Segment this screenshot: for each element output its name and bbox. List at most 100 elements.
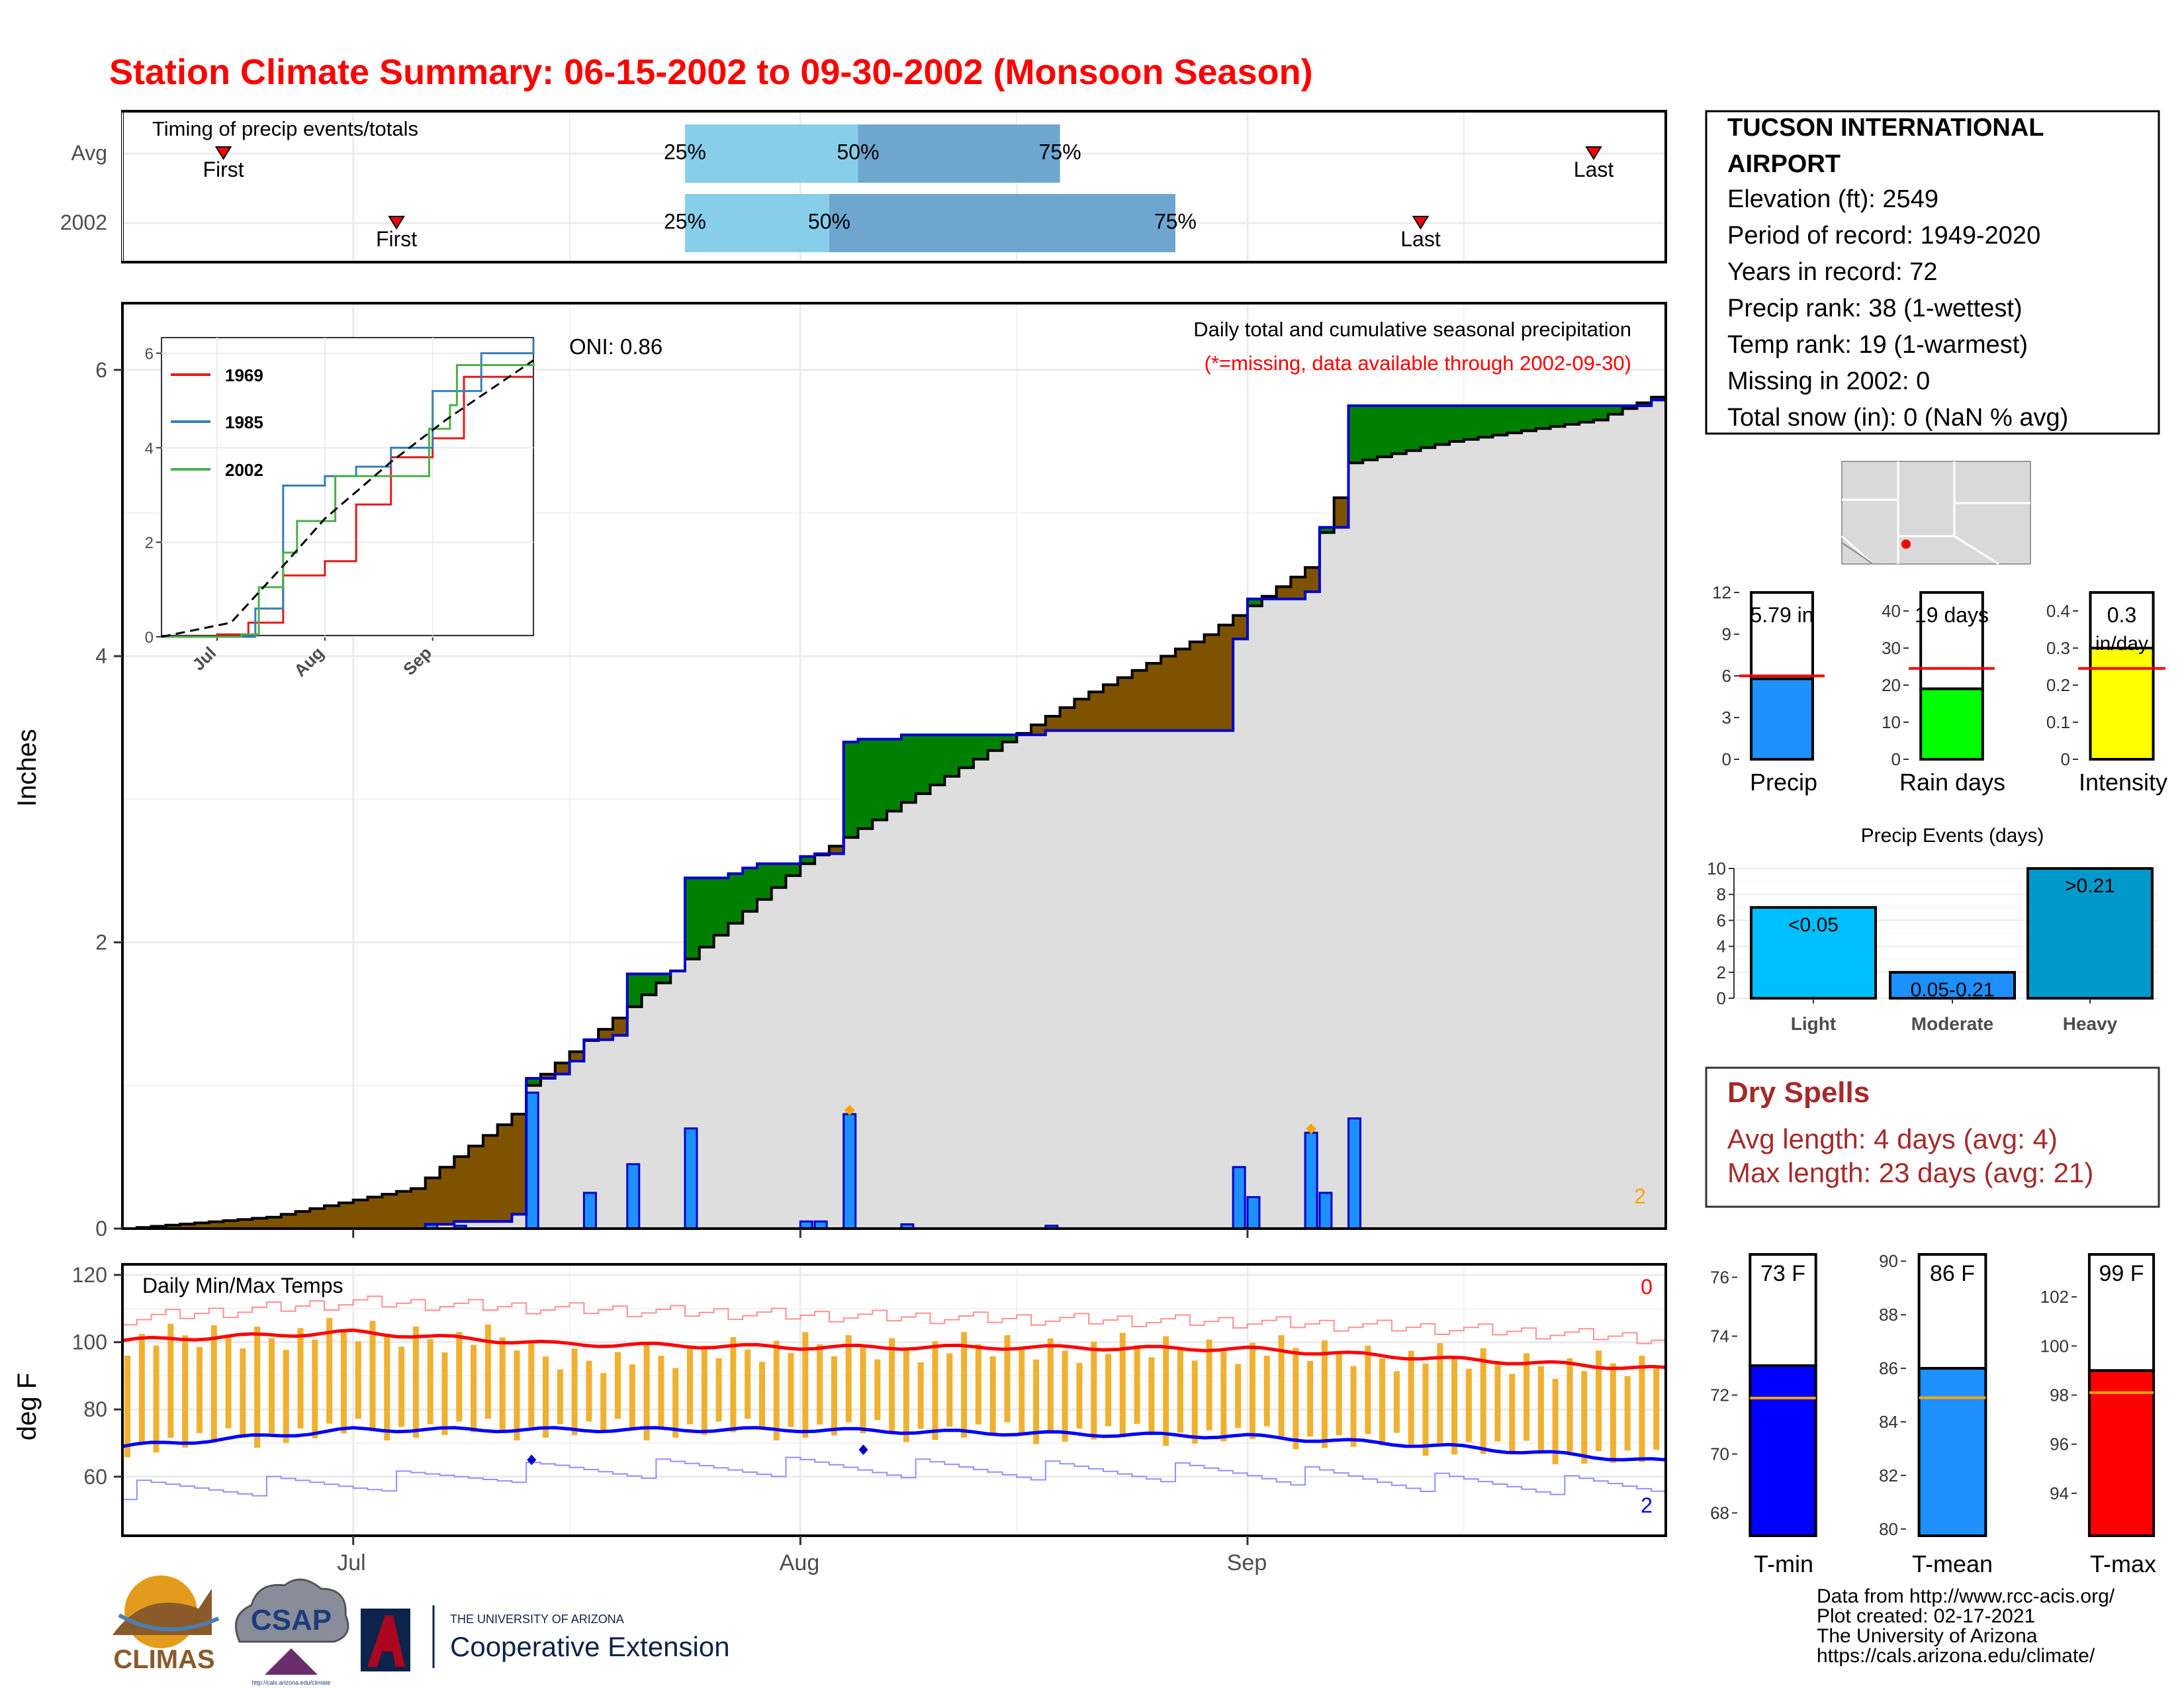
timing-p75-label: 75% (1154, 209, 1197, 233)
inset-frame (161, 337, 534, 636)
events-ytick-label: 4 (1717, 937, 1726, 957)
month-label-jul: Jul (337, 1550, 365, 1575)
daily-temp-bar (1494, 1361, 1501, 1442)
daily-temp-bar (831, 1356, 837, 1436)
daily-temp-bar (1610, 1363, 1616, 1463)
dry-spells-box: Dry Spells Avg length: 4 days (avg: 4) M… (1705, 1066, 2160, 1208)
daily-temp-bar (745, 1349, 751, 1419)
timing-last-label: Last (1400, 227, 1441, 251)
daily-temp-bar (1422, 1363, 1429, 1456)
daily-temp-bar (1624, 1376, 1631, 1451)
events-bar-heavy (2026, 867, 2154, 1000)
inset-ytick-label: 4 (145, 440, 154, 457)
daily-temp-bar (1509, 1374, 1516, 1454)
daily-temp-bar (975, 1344, 981, 1425)
daily-temp-bar (658, 1355, 664, 1427)
daily-temp-bar (1365, 1345, 1371, 1434)
daily-temp-bar (1480, 1348, 1486, 1454)
daily-temp-bar (701, 1346, 707, 1435)
summary-precip-ytick-label: 0.4 (2046, 601, 2070, 621)
daily-temp-bar (1451, 1356, 1458, 1455)
footer-url: https://cals.arizona.edu/climate/ (1817, 1645, 2095, 1667)
daily-temp-bar (1379, 1358, 1386, 1446)
oni-label: ONI: 0.86 (569, 334, 662, 359)
daily-temp-bar (1263, 1355, 1270, 1427)
timing-bar-q25-50 (684, 194, 829, 252)
daily-temp-bar (1596, 1350, 1602, 1452)
daily-temp-bar (903, 1350, 909, 1442)
summary-temp-bars: 68 70 72 74 76 73 F 80 82 84 86 88 90 86 F 94 96 98 100 1… (1710, 1248, 2166, 1577)
daily-temp-bar (297, 1328, 304, 1429)
timing-last-label: Last (1574, 158, 1614, 181)
daily-temp-bar (268, 1338, 275, 1434)
daily-temp-bar (1581, 1371, 1588, 1464)
summary-precip-ytick-label: 9 (1722, 624, 1731, 644)
summary-temp-ytick-label: 102 (2040, 1287, 2069, 1307)
daily-temp-bar (1220, 1352, 1227, 1442)
daily-temp-bar (1163, 1336, 1169, 1446)
summary-temp-value-text: 73 F (1760, 1261, 1805, 1286)
daily-temp-bar (210, 1325, 217, 1443)
daily-temp-bar (254, 1327, 261, 1448)
daily-temp-bar (1350, 1366, 1357, 1447)
temp-label: Daily Min/Max Temps (142, 1274, 343, 1297)
summary-precip-value-bar (1750, 677, 1814, 761)
timing-p50-label: 50% (837, 140, 879, 164)
summary-temp-frame-bar (1917, 1253, 1987, 1370)
daily-temp-bar (167, 1323, 174, 1438)
summary-temp-ytick-label: 98 (2050, 1385, 2069, 1405)
station-precip-rank: Precip rank: 38 (1-wettest) (1727, 295, 2023, 322)
daily-temp-bar (715, 1358, 722, 1422)
inset-ytick-label: 0 (145, 629, 154, 647)
daily-temp-bar (571, 1348, 578, 1435)
timing-bar-q25-50 (684, 124, 858, 183)
daily-temp-bar (845, 1335, 852, 1423)
daily-temp-bar (758, 1362, 765, 1430)
dry-spells-max: Max length: 23 days (avg: 21) (1727, 1157, 2093, 1188)
summary-temp-value-text: 99 F (2099, 1261, 2144, 1286)
precip-missing-note: (*=missing, data available through 2002-… (1205, 352, 1631, 375)
summary-precip-bars: 0 3 6 9 12 5.79 in 0 10 20 30 40 19 days 0 0.1 0.2 0.3 0… (1712, 583, 2167, 796)
precip-ytick-label: 2 (95, 931, 107, 955)
summary-temp-ytick-label: 72 (1710, 1385, 1729, 1405)
daily-temp-bar (889, 1338, 895, 1431)
daily-precip-bar (525, 1092, 539, 1230)
summary-temp-value-bar (1749, 1364, 1817, 1537)
map-coastline (1841, 542, 1874, 565)
daily-temp-bar (817, 1344, 823, 1425)
daily-temp-bar (1249, 1342, 1255, 1439)
record-marker (844, 1105, 855, 1116)
daily-temp-bar (629, 1364, 635, 1430)
summary-precip-ytick-label: 0 (1891, 749, 1901, 769)
daily-temp-bar (1639, 1355, 1645, 1462)
daily-temp-bar (946, 1353, 953, 1427)
inset-legend-1969: 1969 (225, 365, 263, 385)
summary-precip-value-text: 5.79 in (1750, 603, 1813, 627)
daily-temp-bar (1465, 1368, 1472, 1442)
record-marker (1306, 1123, 1317, 1135)
ua-logo-a-letter (367, 1615, 405, 1667)
daily-temp-bar (1307, 1360, 1314, 1437)
daily-temp-bar (1134, 1344, 1140, 1425)
daily-temp-bar (1191, 1360, 1198, 1444)
summary-precip-ytick-label: 0 (1722, 749, 1731, 769)
summary-temp-value-text: 86 F (1930, 1261, 1975, 1286)
inset-ytick-label: 6 (145, 346, 154, 363)
summary-precip-ytick-label: 0.2 (2046, 675, 2070, 695)
daily-temp-bar (153, 1345, 159, 1453)
timing-first-label: First (203, 158, 244, 181)
precip-panel: 0 2 4 6 Inches ONI: 0.86 Daily total and cu… (13, 302, 1667, 1241)
station-snow: Total snow (in): 0 (NaN % avg) (1727, 404, 2068, 432)
summary-precip-ytick-label: 0.3 (2046, 638, 2070, 658)
daily-temp-bar (788, 1353, 794, 1427)
daily-temp-bar (543, 1356, 549, 1438)
daily-temp-bar (312, 1339, 318, 1438)
daily-temp-bar (471, 1344, 477, 1432)
month-label-aug: Aug (780, 1550, 820, 1575)
daily-temp-bar (730, 1337, 737, 1432)
summary-precip-ytick-label: 30 (1882, 638, 1901, 658)
daily-temp-bar (1177, 1348, 1183, 1433)
daily-temp-bar (874, 1359, 881, 1421)
timing-panel: 25% 50% 75% First Last 25% 50% 75% First Last Tim… (60, 110, 1667, 263)
ua-logo-big-text: Cooperative Extension (450, 1631, 730, 1662)
